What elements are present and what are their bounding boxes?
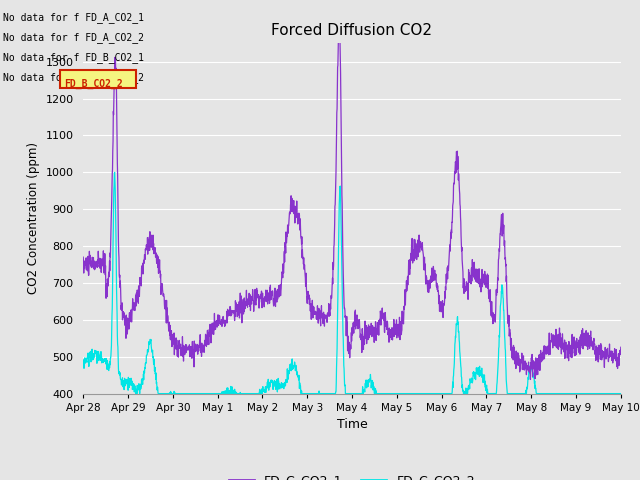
- Legend: FD_C_CO2_1, FD_C_CO2_2: FD_C_CO2_1, FD_C_CO2_2: [224, 469, 480, 480]
- Title: Forced Diffusion CO2: Forced Diffusion CO2: [271, 23, 433, 38]
- Text: FD_B_CO2_2: FD_B_CO2_2: [64, 79, 123, 89]
- Text: No data for f FD_A_CO2_1: No data for f FD_A_CO2_1: [3, 12, 144, 23]
- Y-axis label: CO2 Concentration (ppm): CO2 Concentration (ppm): [27, 143, 40, 294]
- Text: No data for f FD_B_CO2_2: No data for f FD_B_CO2_2: [3, 72, 144, 84]
- X-axis label: Time: Time: [337, 418, 367, 431]
- Text: No data for f FD_B_CO2_1: No data for f FD_B_CO2_1: [3, 52, 144, 63]
- Text: No data for f FD_A_CO2_2: No data for f FD_A_CO2_2: [3, 32, 144, 43]
